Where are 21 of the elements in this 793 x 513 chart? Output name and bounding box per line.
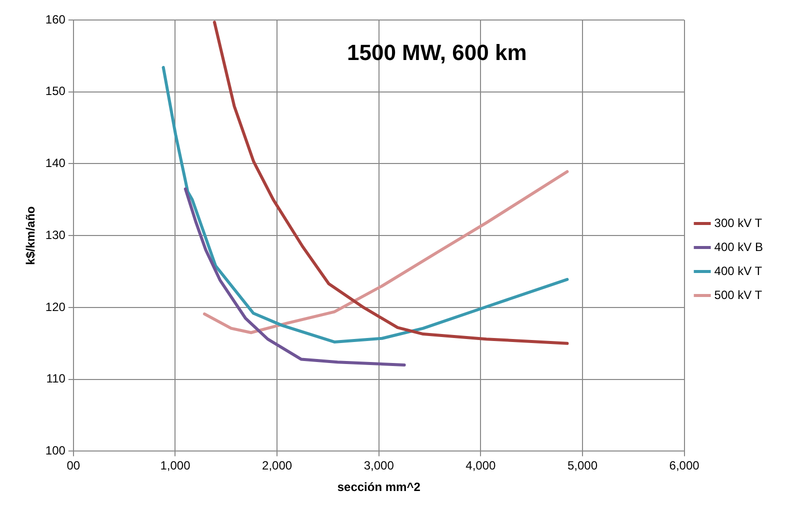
legend-label: 300 kV T (714, 216, 763, 230)
text: 1500 MW, 600 km (347, 40, 527, 66)
x-tick-label: 1,000 (160, 458, 191, 473)
x-axis-title: sección mm^2 (337, 480, 421, 494)
x-tick-label: 00 (66, 458, 80, 473)
y-tick-label: 160 (45, 12, 66, 26)
x-tick-label: 3,000 (364, 458, 394, 473)
y-tick-label: 140 (45, 156, 66, 170)
x-tick-label: 6,000 (669, 458, 700, 473)
y-tick-label: 120 (45, 300, 66, 314)
legend-label: 400 kV T (714, 264, 763, 278)
y-tick-label: 150 (45, 84, 66, 98)
y-tick-label: 110 (46, 372, 66, 386)
legend-label: 500 kV T (714, 288, 763, 302)
x-tick-label: 2,000 (262, 458, 292, 473)
y-axis-title: k$/km/año (24, 206, 38, 265)
x-tick-label: 5,000 (567, 458, 598, 473)
y-tick-label: 100 (45, 444, 66, 458)
y-tick-label: 130 (45, 228, 66, 242)
legend-label: 400 kV B (714, 240, 764, 254)
x-tick-label: 4,000 (466, 458, 496, 473)
